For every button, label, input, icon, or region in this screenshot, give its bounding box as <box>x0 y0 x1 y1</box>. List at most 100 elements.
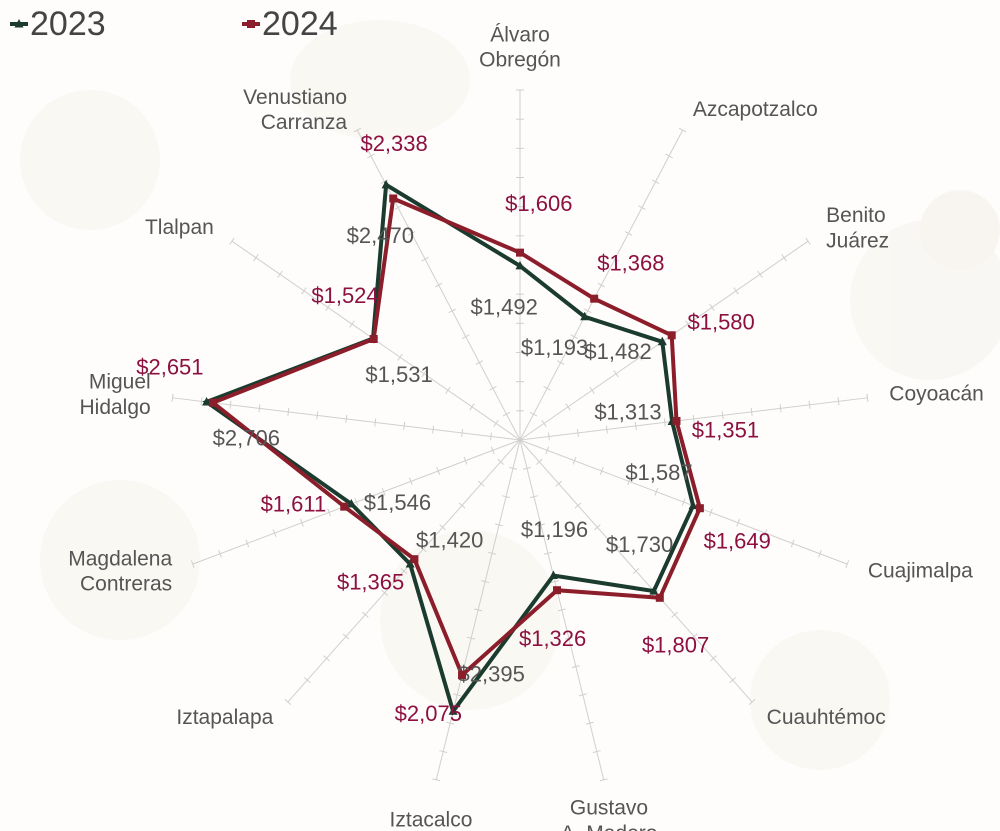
tick-mark <box>200 397 203 406</box>
tick-mark <box>381 487 386 496</box>
tick-mark <box>541 419 547 428</box>
tick-mark <box>434 282 443 288</box>
tick-mark <box>729 677 737 684</box>
tick-mark <box>229 237 235 245</box>
tick-mark <box>469 403 475 411</box>
tick-mark <box>394 205 402 210</box>
tick-mark <box>781 254 787 262</box>
tick-mark <box>536 523 545 527</box>
tick-mark <box>564 636 573 640</box>
category-label: GustavoA. Madero <box>561 796 658 831</box>
tick-mark <box>361 611 369 618</box>
marker <box>405 559 415 568</box>
tick-mark <box>218 549 222 558</box>
tick-mark <box>287 407 290 416</box>
marker <box>667 331 676 340</box>
category-label: Cuajimalpa <box>868 559 973 582</box>
category-label: Azcapotzalco <box>693 98 818 121</box>
tick-mark <box>439 750 448 753</box>
background-decoration <box>20 20 1000 770</box>
marker <box>580 311 590 321</box>
value-label: $1,611 <box>261 492 327 517</box>
tick-mark <box>502 411 511 417</box>
tick-mark <box>808 400 811 409</box>
marker <box>649 586 659 595</box>
tick-mark <box>477 480 485 487</box>
tick-mark <box>611 256 619 262</box>
value-label: $1,524 <box>311 283 378 308</box>
tick-mark <box>710 655 717 662</box>
value-label: $1,730 <box>606 532 673 557</box>
tick-mark <box>253 254 259 262</box>
marker <box>340 502 349 511</box>
tick-mark <box>805 237 811 245</box>
tick-mark <box>497 458 504 465</box>
marker <box>208 398 217 407</box>
tick-mark <box>663 418 666 427</box>
tick-mark <box>467 636 476 640</box>
tick-mark <box>481 580 490 584</box>
tick-mark <box>571 665 580 668</box>
value-label: $1,807 <box>642 633 709 658</box>
tick-mark <box>837 397 840 406</box>
tick-mark <box>557 608 566 612</box>
tick-mark <box>258 404 261 413</box>
tick-mark <box>671 611 679 618</box>
value-label: $1,313 <box>594 399 661 424</box>
marker <box>202 396 212 406</box>
tick-mark <box>763 529 768 538</box>
tick-mark <box>709 303 715 312</box>
tick-mark <box>489 386 497 391</box>
tick-mark <box>866 393 869 402</box>
legend-label: 2023 <box>30 5 106 43</box>
tick-mark <box>367 153 375 159</box>
tick-mark <box>458 502 466 509</box>
tick-mark <box>509 466 518 470</box>
tick-mark <box>637 353 643 361</box>
tick-mark <box>790 539 795 548</box>
tick-mark <box>342 633 350 640</box>
value-label: $1,492 <box>471 295 538 320</box>
tick-mark <box>229 400 232 409</box>
tick-mark <box>750 407 753 416</box>
value-label: $1,482 <box>584 339 651 364</box>
tick-mark <box>681 498 686 506</box>
tick-mark <box>327 508 331 517</box>
category-label: Venustiano Carranza <box>243 86 347 134</box>
value-label: $1,546 <box>364 490 431 515</box>
value-label: $1,368 <box>597 250 664 275</box>
category-label: Coyoacán <box>889 383 984 406</box>
tick-mark <box>574 502 582 509</box>
marker <box>688 500 698 510</box>
category-label: Cuauhtémoc <box>767 706 886 729</box>
tick-mark <box>665 153 673 159</box>
category-label: Magdalena Contreras <box>68 547 172 595</box>
tick-mark <box>316 411 319 420</box>
tick-mark <box>436 467 441 475</box>
tick-mark <box>570 334 578 339</box>
tick-mark <box>632 567 640 575</box>
tick-mark <box>400 567 408 575</box>
tick-mark <box>545 446 550 455</box>
tick-mark <box>349 320 355 328</box>
value-label: $1,649 <box>704 529 771 554</box>
value-label: $2,651 <box>136 355 203 380</box>
category-label: Miguel Hidalgo <box>79 370 150 418</box>
tick-mark <box>597 282 606 288</box>
tick-mark <box>272 529 277 538</box>
tick-mark <box>403 421 406 430</box>
tick-mark <box>325 303 331 312</box>
tick-mark <box>779 404 782 413</box>
tick-mark <box>733 287 739 295</box>
tick-mark <box>599 778 608 782</box>
tick-mark <box>529 411 538 417</box>
tick-mark <box>583 308 592 314</box>
tick-mark <box>550 580 559 584</box>
tick-mark <box>543 386 551 391</box>
tick-mark <box>397 353 403 361</box>
value-label: $1,606 <box>505 191 572 216</box>
tick-mark <box>721 411 724 420</box>
value-label: $1,193 <box>521 335 588 360</box>
value-label: $1,351 <box>692 417 759 442</box>
tick-mark <box>634 421 637 430</box>
